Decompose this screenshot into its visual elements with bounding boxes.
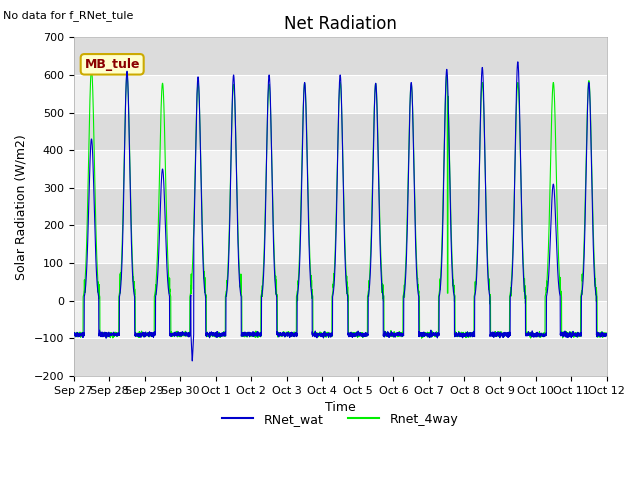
RNet_wat: [430, 333, 438, 338]
Rnet_4way: [602, 333, 610, 339]
Bar: [74, 338, 607, 376]
Line: Rnet_4way: Rnet_4way: [74, 70, 607, 338]
Text: No data for f_RNet_tule: No data for f_RNet_tule: [3, 10, 134, 21]
Rnet_4way: [490, 333, 498, 339]
RNet_wat: [603, 332, 611, 338]
RNet_wat: [70, 331, 77, 337]
X-axis label: Time: Time: [324, 401, 356, 414]
RNet_wat: [188, 358, 196, 364]
Bar: [74, 300, 607, 338]
Y-axis label: Solar Radiation (W/m2): Solar Radiation (W/m2): [15, 134, 28, 279]
RNet_wat: [460, 331, 467, 337]
Rnet_4way: [166, 276, 173, 281]
RNet_wat: [514, 59, 522, 65]
Rnet_4way: [70, 332, 77, 337]
Bar: [74, 113, 607, 150]
Rnet_4way: [418, 336, 426, 341]
Bar: [74, 37, 607, 75]
Bar: [74, 226, 607, 263]
Text: MB_tule: MB_tule: [84, 58, 140, 71]
Bar: [74, 263, 607, 300]
Bar: [74, 75, 607, 113]
Title: Net Radiation: Net Radiation: [284, 15, 397, 33]
Rnet_4way: [88, 67, 95, 72]
Legend: RNet_wat, Rnet_4way: RNet_wat, Rnet_4way: [217, 408, 463, 431]
RNet_wat: [321, 331, 328, 336]
Bar: [74, 150, 607, 188]
Rnet_4way: [321, 328, 328, 334]
RNet_wat: [490, 331, 497, 337]
Rnet_4way: [603, 332, 611, 338]
Rnet_4way: [460, 332, 467, 337]
Bar: [74, 188, 607, 226]
Rnet_4way: [430, 332, 438, 338]
Line: RNet_wat: RNet_wat: [74, 62, 607, 361]
RNet_wat: [166, 294, 173, 300]
RNet_wat: [602, 331, 610, 336]
